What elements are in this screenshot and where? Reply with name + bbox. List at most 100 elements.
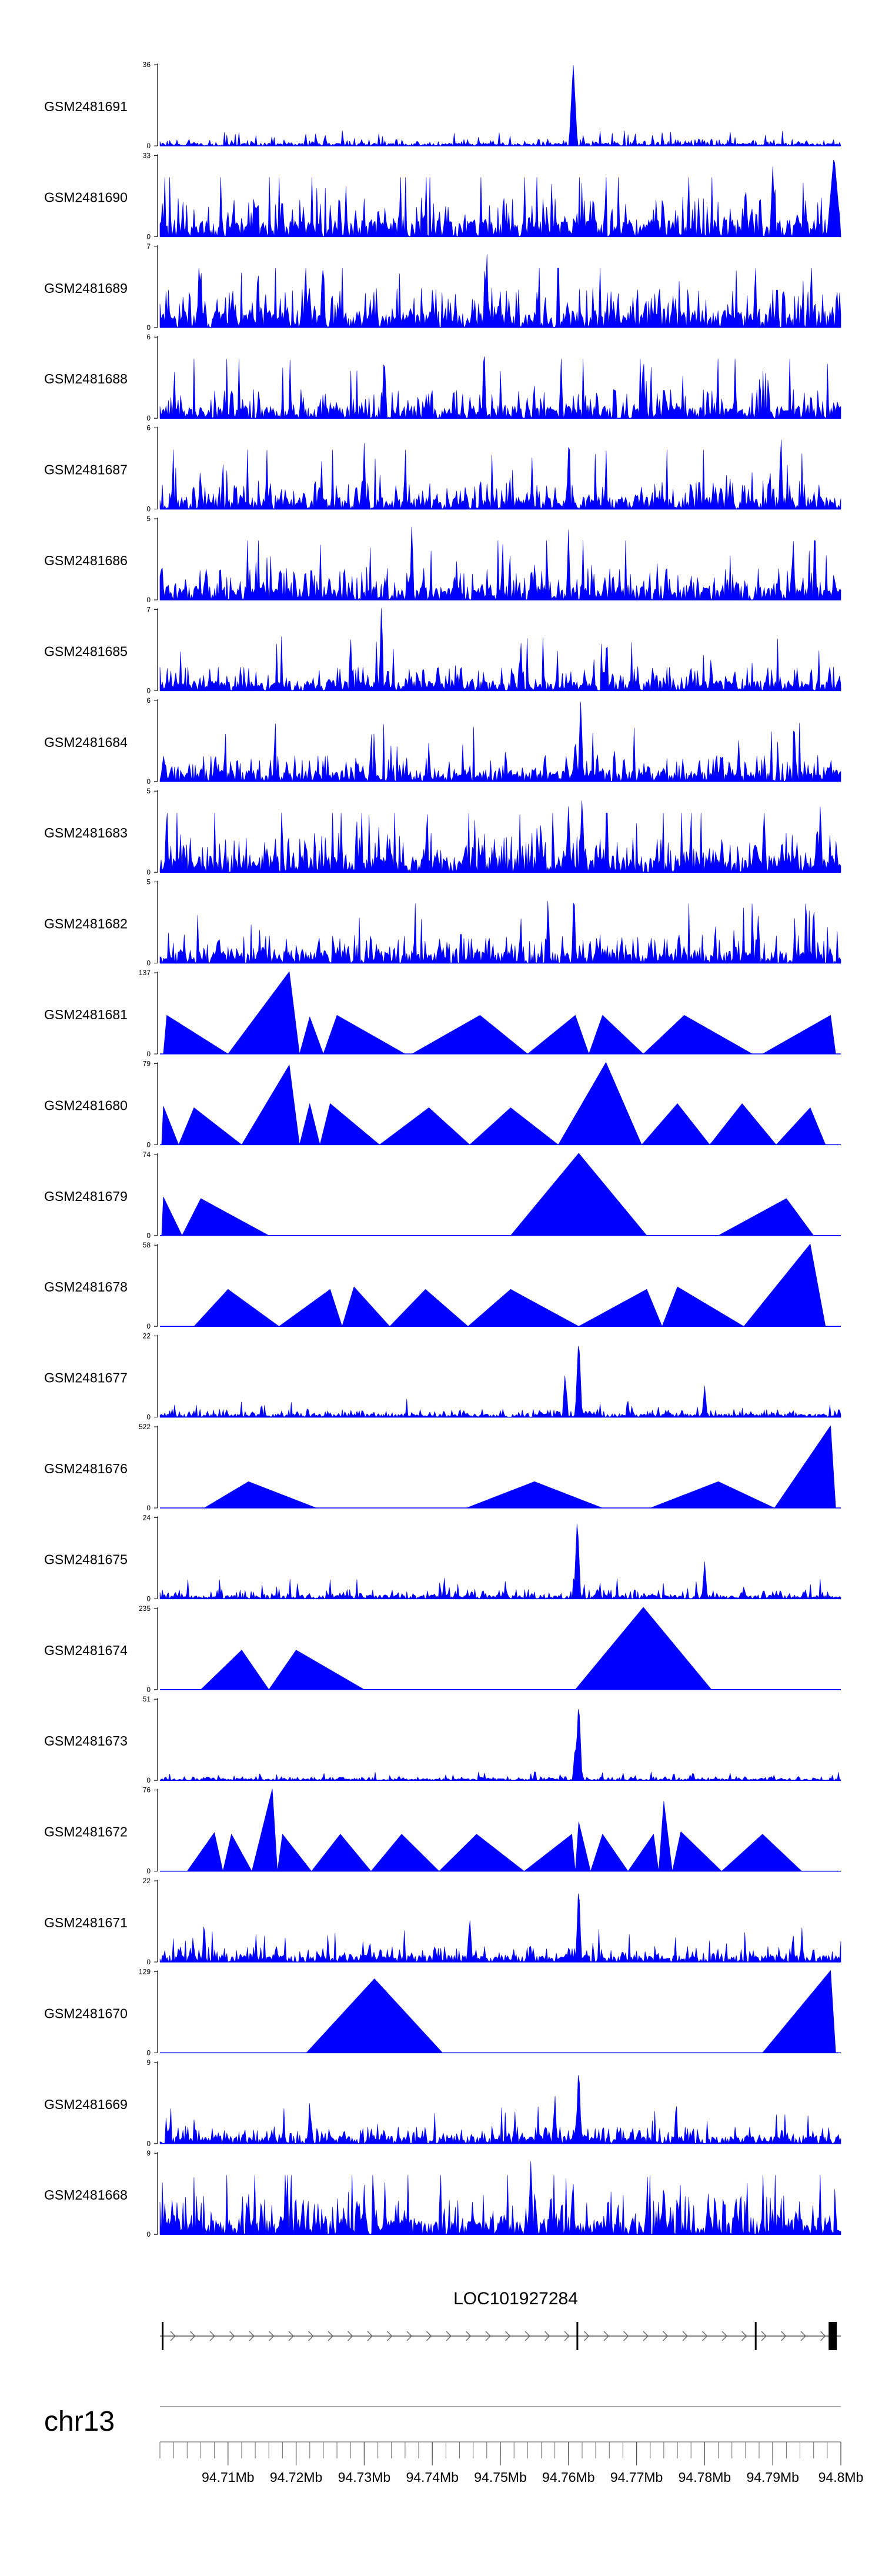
track-label: GSM2481673 <box>44 1733 128 1749</box>
strand-arrow <box>761 2331 767 2341</box>
track-label: GSM2481681 <box>44 1007 128 1022</box>
gene-name-label: LOC101927284 <box>453 2289 578 2308</box>
track-GSM2481683: GSM2481683 5 0 <box>44 787 841 876</box>
y-max-tick-label: 22 <box>143 1332 151 1340</box>
track-label: GSM2481686 <box>44 553 128 568</box>
coverage-area <box>159 356 841 419</box>
track-label: GSM2481679 <box>44 1189 128 1204</box>
y-min-tick-label: 0 <box>146 868 151 876</box>
strand-arrow <box>426 2331 432 2341</box>
strand-arrow <box>170 2331 176 2341</box>
track-GSM2481684: GSM2481684 6 0 <box>44 696 841 786</box>
track-GSM2481674: GSM2481674 235 0 <box>44 1604 841 1694</box>
y-max-tick-label: 6 <box>146 424 151 432</box>
y-min-tick-label: 0 <box>146 142 151 150</box>
y-max-tick-label: 9 <box>146 2058 151 2067</box>
track-GSM2481678: GSM2481678 58 0 <box>44 1241 841 1330</box>
axis-tick-label: 94.72Mb <box>270 2470 323 2485</box>
y-min-tick-label: 0 <box>146 505 151 513</box>
y-min-tick-label: 0 <box>146 2140 151 2148</box>
track-GSM2481688: GSM2481688 6 0 <box>44 333 841 422</box>
y-max-tick-label: 74 <box>143 1150 151 1159</box>
y-max-tick-label: 522 <box>139 1423 151 1431</box>
track-GSM2481681: GSM2481681 137 0 <box>44 969 841 1058</box>
strand-arrow <box>348 2331 353 2341</box>
y-min-tick-label: 0 <box>146 1867 151 1876</box>
y-min-tick-label: 0 <box>146 323 151 332</box>
track-GSM2481669: GSM2481669 9 0 <box>44 2058 841 2148</box>
strand-arrow <box>308 2331 314 2341</box>
track-GSM2481679: GSM2481679 74 0 <box>44 1150 841 1240</box>
y-max-tick-label: 76 <box>143 1786 151 1794</box>
y-min-tick-label: 0 <box>146 1686 151 1694</box>
chromosome-label: chr13 <box>44 2406 115 2437</box>
strand-arrow <box>367 2331 373 2341</box>
track-label: GSM2481684 <box>44 735 128 750</box>
strand-arrow <box>721 2331 727 2341</box>
coverage-area <box>163 971 836 1055</box>
axis-tick-label: 94.73Mb <box>338 2470 391 2485</box>
track-label: GSM2481672 <box>44 1824 128 1840</box>
y-max-tick-label: 7 <box>146 242 151 251</box>
track-GSM2481668: GSM2481668 9 0 <box>44 2149 841 2238</box>
y-max-tick-label: 51 <box>143 1695 151 1703</box>
exon <box>162 2322 164 2350</box>
track-GSM2481691: GSM2481691 36 0 <box>44 61 841 150</box>
axis-tick-label: 94.78Mb <box>679 2470 731 2485</box>
coverage-area <box>159 1524 841 1599</box>
track-GSM2481670: GSM2481670 129 0 <box>44 1967 841 2057</box>
strand-arrow <box>820 2331 826 2341</box>
exon <box>576 2322 579 2350</box>
genome-axis-track: chr13 94.71Mb 94.72Mb 94.73Mb 94.74Mb 94.75M… <box>44 2406 863 2485</box>
track-GSM2481676: GSM2481676 522 0 <box>44 1423 841 1512</box>
track-GSM2481690: GSM2481690 33 0 <box>44 151 841 241</box>
strand-arrow <box>603 2331 609 2341</box>
track-GSM2481673: GSM2481673 51 0 <box>44 1695 841 1784</box>
coverage-area <box>159 254 841 328</box>
coverage-area <box>161 1153 814 1236</box>
strand-arrow <box>269 2331 275 2341</box>
track-label: GSM2481689 <box>44 281 128 296</box>
gene-annotation-track: LOC101927284 <box>160 2289 841 2350</box>
y-max-tick-label: 5 <box>146 787 151 795</box>
track-GSM2481682: GSM2481682 5 0 <box>44 878 841 967</box>
track-label: GSM2481668 <box>44 2187 128 2203</box>
y-min-tick-label: 0 <box>146 1504 151 1512</box>
coverage-area <box>159 2161 841 2235</box>
track-label: GSM2481680 <box>44 1097 128 1113</box>
exon <box>828 2322 837 2350</box>
coverage-area <box>159 702 841 782</box>
y-max-tick-label: 36 <box>143 61 151 69</box>
coverage-area <box>159 800 841 873</box>
axis-tick-label: 94.8Mb <box>818 2470 864 2485</box>
strand-arrow <box>485 2331 491 2341</box>
strand-arrow <box>584 2331 590 2341</box>
coverage-area <box>159 2075 841 2144</box>
axis-tick-label: 94.79Mb <box>746 2470 799 2485</box>
y-max-tick-label: 235 <box>139 1604 151 1613</box>
track-GSM2481675: GSM2481675 24 0 <box>44 1513 841 1603</box>
strand-arrow <box>623 2331 629 2341</box>
y-min-tick-label: 0 <box>146 232 151 241</box>
coverage-area <box>159 1346 841 1417</box>
strand-arrow <box>564 2331 570 2341</box>
coverage-area <box>159 608 841 691</box>
track-label: GSM2481682 <box>44 916 128 932</box>
strand-arrow <box>741 2331 747 2341</box>
y-max-tick-label: 6 <box>146 333 151 341</box>
y-max-tick-label: 129 <box>139 1967 151 1976</box>
coverage-area <box>159 65 841 146</box>
track-GSM2481672: GSM2481672 76 0 <box>44 1786 841 1876</box>
y-max-tick-label: 6 <box>146 696 151 705</box>
axis-tick-label: 94.75Mb <box>474 2470 527 2485</box>
y-min-tick-label: 0 <box>146 1958 151 1966</box>
track-label: GSM2481683 <box>44 825 128 840</box>
track-label: GSM2481678 <box>44 1279 128 1294</box>
strand-arrow <box>406 2331 412 2341</box>
strand-arrow <box>800 2331 806 2341</box>
y-min-tick-label: 0 <box>146 1776 151 1784</box>
y-max-tick-label: 7 <box>146 605 151 613</box>
track-label: GSM2481669 <box>44 2097 128 2112</box>
y-min-tick-label: 0 <box>146 1594 151 1603</box>
strand-arrow <box>682 2331 688 2341</box>
